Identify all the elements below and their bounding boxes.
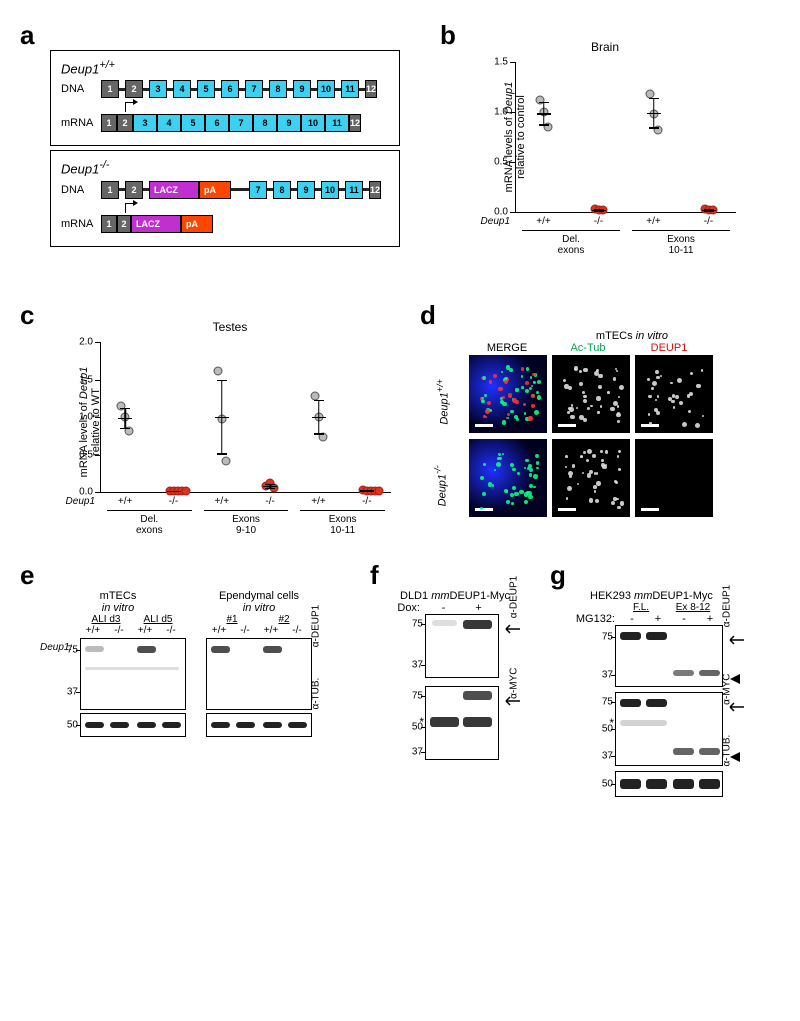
panel-c-ylabel: mRNA levels of Deup1relative to WT [78,342,102,502]
blot-e-epen-deup1 [206,638,312,710]
wt-genotype: Deup1+/+ [61,59,389,76]
e-left-genotypes: +/+-/-+/+-/- [80,625,186,636]
dna-label: DNA [61,83,101,95]
wt-mrna-track: 123456789101112 [101,114,361,132]
mg0: - [619,613,645,625]
if-ko-deup1 [634,438,714,518]
ab-deup1-f: α-DEUP1 [509,576,520,618]
e-right-genotypes: +/+-/-+/+-/- [206,625,312,636]
mg-label: MG132: [565,613,619,625]
if-ko-actub [551,438,631,518]
blot-f-myc: 75 50 37 * [425,686,499,760]
ko-sup: -/- [99,159,109,171]
blot-g-deup1: 75 37 [615,625,723,687]
panel-f-title: DLD1 mmDEUP1-Myc [400,590,510,602]
plot-b-area: 0.00.51.01.5+/+-/-Del.exons+/+-/-Exons10… [515,62,736,213]
panel-label-c: c [20,300,34,331]
ali-d5: ALI d5 [132,614,184,625]
panel-label-f: f [370,560,379,591]
blot-g-tub: 50 [615,771,723,797]
mg1: + [645,613,671,625]
row-ko-label: Deup1-/- [433,465,449,506]
wt-gene: Deup1 [61,61,99,76]
mrna-label: mRNA [61,117,101,129]
wt-dna-track: 123456789101112 [101,80,377,98]
blot-e-epen-tub [206,713,312,737]
panel-c-title: Testes [60,320,400,334]
arrow-g1 [726,632,744,650]
blot-g-myc: 75 50 37 * [615,692,723,766]
ko-dna-track: 12LACZpA789101112 [101,181,381,199]
ko-mrna-row: mRNA 12LACZpA [61,215,389,233]
wt-box: Deup1+/+ DNA 123456789101112 mRNA 123456… [50,50,400,146]
wt-mrna-row: mRNA 123456789101112 [61,114,389,132]
dox-minus: - [426,602,461,614]
nonspecific-star-f: * [419,715,424,729]
panel-e-left: mTECsin vitro ALI d3 ALI d5 +/+-/-+/+-/-… [50,590,186,737]
tss-arrow-ko [121,203,137,215]
ko-box: Deup1-/- DNA 12LACZpA789101112 mRNA 12LA… [50,150,400,246]
ko-gene: Deup1 [61,162,99,177]
panel-b-ylabel: mRNA levels of Deup1relative to control [503,57,527,217]
panel-g: HEK293 mmDEUP1-Myc F.L. Ex 8-12 MG132: -… [565,590,723,797]
panel-d-if: mTECs in vitro MERGE Ac-Tub DEUP1 Deup1+… [450,330,714,518]
epen-1: #1 [206,614,258,625]
panel-label-d: d [420,300,436,331]
panel-e-right: Ependymal cellsin vitro #1 #2 +/+-/-+/+-… [206,590,312,737]
epen-2: #2 [258,614,310,625]
mtec-title: mTECsin vitro [50,590,186,614]
blot-e-mtec-deup1: 75 37 [80,638,186,710]
plot-c-area: 0.00.51.01.52.0+/+-/-Del.exons+/+-/-Exon… [100,342,391,493]
ab-myc-f: α-MYC [509,667,520,698]
g-fl: F.L. [615,602,667,613]
col-deup1: DEUP1 [630,342,708,354]
ab-tub-e: α-TUB. [311,678,322,710]
panel-e: mTECsin vitro ALI d3 ALI d5 +/+-/-+/+-/-… [50,590,312,737]
row-wt-label: Deup1+/+ [435,379,451,425]
panel-f: DLD1 mmDEUP1-Myc Dox: - + 75 37 α-DEUP1 … [380,590,510,760]
panel-label-e: e [20,560,34,591]
blot-e-mtec-tub: 50 [80,713,186,737]
panel-label-b: b [440,20,456,51]
panel-label-a: a [20,20,34,51]
ko-dna-row: DNA 12LACZpA789101112 [61,181,389,199]
ab-myc-g: α-MYC [722,673,733,704]
panel-label-g: g [550,560,566,591]
ab-deup1-e: α-DEUP1 [311,605,322,647]
wt-sup: +/+ [99,59,115,71]
panel-g-title: HEK293 mmDEUP1-Myc [590,590,723,602]
col-actub: Ac-Tub [549,342,627,354]
mrna-label-ko: mRNA [61,218,101,230]
g-ex812: Ex 8-12 [667,602,719,613]
ko-mrna-track: 12LACZpA [101,215,213,233]
panel-c-plot: Testes 0.00.51.01.52.0+/+-/-Del.exons+/+… [60,320,400,493]
dna-label-ko: DNA [61,184,101,196]
dox-label: Dox: [380,602,426,614]
tss-arrow [121,102,137,114]
ko-genotype: Deup1-/- [61,159,389,176]
mg3: + [697,613,723,625]
panel-a-schematic: Deup1+/+ DNA 123456789101112 mRNA 123456… [50,50,400,251]
if-wt-actub [551,354,631,434]
col-merge: MERGE [468,342,546,354]
blot-f-deup1: 75 37 [425,614,499,678]
ali-d3: ALI d3 [80,614,132,625]
nonspecific-star-g: * [609,716,614,730]
ab-tub-g: α-TUB. [722,735,733,767]
if-wt-merge [468,354,548,434]
mg2: - [671,613,697,625]
epen-title: Ependymal cellsin vitro [206,590,312,614]
wt-dna-row: DNA 123456789101112 [61,80,389,98]
panel-d-header: mTECs in vitro [550,330,714,342]
if-ko-merge [468,438,548,518]
panel-b-title: Brain [475,40,735,54]
dox-plus: + [461,602,496,614]
arrow-f1 [502,621,520,639]
ab-deup1-g: α-DEUP1 [722,585,733,627]
panel-b-plot: Brain 0.00.51.01.5+/+-/-Del.exons+/+-/-E… [475,40,735,213]
if-wt-deup1 [634,354,714,434]
